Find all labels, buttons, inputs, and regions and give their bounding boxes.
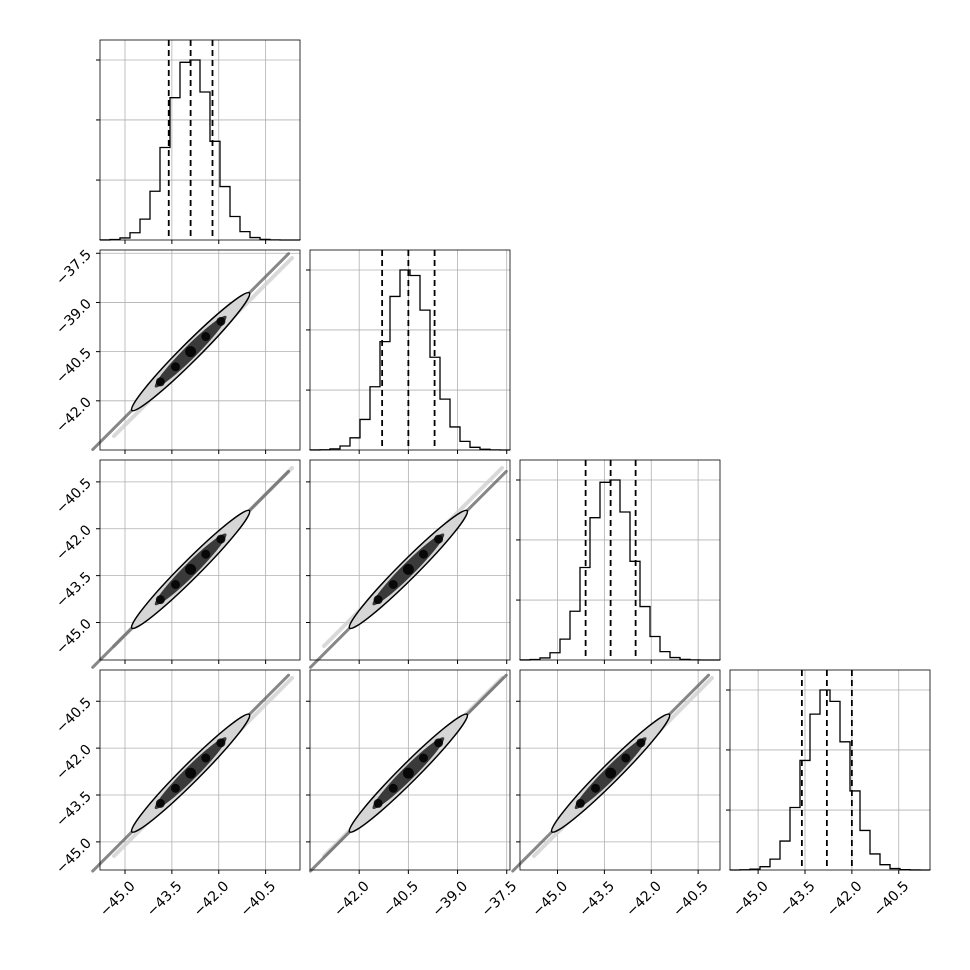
density-dot [434,534,444,544]
histogram-step [309,269,511,451]
histogram-panel-3: −45.0 −43.5 −42.0 −40.5 [726,669,931,920]
panel-frame [309,249,511,451]
density-dot [201,753,211,763]
y-tick-label: −37.5 [53,247,95,289]
x-tick-label: −43.5 [576,878,618,920]
density-dot [170,580,180,590]
y-tick-label: −40.5 [53,475,95,517]
scatter-panel-2-0: −45.0 −43.5 −42.0 −40.5 [53,459,301,669]
panel-frame [309,669,511,871]
x-tick-label: −40.5 [380,878,422,920]
density-dot [636,738,646,748]
panel-frame [729,669,931,871]
y-tick-label: −39.0 [53,296,95,338]
scatter-panel-3-0: −45.0 −43.5 −42.0 −40.5−45.0−43.5−42.0−40.5 [53,669,301,920]
scatter-panel-3-1: −42.0 −40.5 −39.0 −37.5 [306,669,521,920]
density-dot [201,549,211,559]
x-tick-label: −40.5 [871,878,913,920]
density-dot [155,377,165,387]
density-dot [434,738,444,748]
density-dot [388,783,398,793]
density-dot [590,783,600,793]
panel-frame [519,459,721,661]
density-dot [155,595,165,605]
y-tick-label: −42.0 [53,742,95,784]
histogram-step [729,689,931,871]
x-tick-label: −40.5 [670,878,712,920]
y-tick-label: −42.0 [53,522,95,564]
density-dot [216,316,226,326]
y-tick-label: −45.0 [53,835,95,877]
density-dot [373,595,383,605]
density-dot [418,753,428,763]
x-tick-label: −42.0 [331,878,373,920]
y-tick-label: −42.0 [53,394,95,436]
y-tick-label: −43.5 [53,789,95,831]
x-tick-label: −42.0 [623,878,665,920]
x-tick-label: −45.0 [730,878,772,920]
panel-frame [99,459,301,661]
x-tick-label: −40.5 [238,878,280,920]
x-tick-label: −45.0 [529,878,571,920]
density-dot [155,798,165,808]
histogram-panel-0 [96,39,301,244]
density-dot [201,332,211,342]
scatter-panel-1-0: −42.0 −40.5 −39.0 −37.5 [53,247,301,454]
x-tick-label: −37.5 [479,878,521,920]
density-dot [216,534,226,544]
x-tick-label: −42.0 [824,878,866,920]
density-dot [402,767,414,779]
density-dot [185,563,197,575]
histogram-step [99,59,301,241]
x-tick-label: −39.0 [430,878,472,920]
panel-frame [309,459,511,661]
histogram-panel-2 [516,459,721,664]
x-tick-label: −42.0 [191,878,233,920]
y-tick-label: −43.5 [53,569,95,611]
panel-frame [519,669,721,871]
panel-frame [99,669,301,871]
density-dot [418,549,428,559]
panel-frame [99,249,301,451]
density-dot [185,767,197,779]
x-tick-label: −43.5 [777,878,819,920]
density-dot [605,767,617,779]
density-dot [170,783,180,793]
y-tick-label: −40.5 [53,695,95,737]
y-tick-label: −40.5 [53,345,95,387]
density-dot [621,753,631,763]
density-dot [388,580,398,590]
x-tick-label: −43.5 [144,878,186,920]
scatter-panel-3-2: −45.0 −43.5 −42.0 −40.5 [511,669,721,920]
density-dot [216,738,226,748]
density-dot [373,798,383,808]
panel-frame [99,39,301,241]
y-tick-label: −45.0 [53,616,95,658]
histogram-step [519,479,721,661]
density-dot [170,362,180,372]
x-tick-label: −45.0 [97,878,139,920]
density-dot [185,346,197,358]
scatter-panel-2-1 [306,459,511,669]
density-dot [402,563,414,575]
density-dot [575,798,585,808]
histogram-panel-1 [306,249,511,454]
